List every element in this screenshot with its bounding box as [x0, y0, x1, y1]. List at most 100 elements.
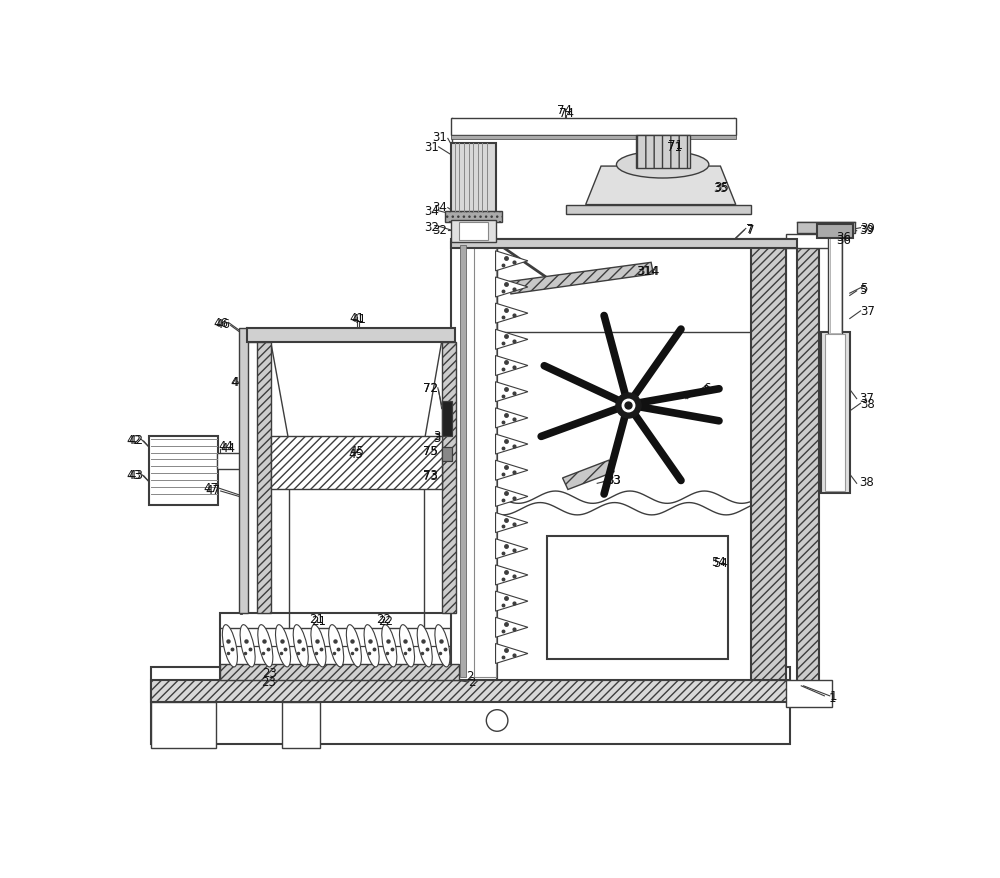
Bar: [459, 222, 488, 241]
Text: 22: 22: [378, 615, 393, 627]
Text: 42: 42: [126, 434, 141, 446]
Polygon shape: [496, 382, 528, 402]
Ellipse shape: [616, 152, 709, 179]
Ellipse shape: [382, 625, 397, 667]
Bar: [151, 680, 790, 702]
Polygon shape: [563, 461, 614, 490]
Text: 73: 73: [423, 470, 438, 483]
Polygon shape: [496, 592, 528, 611]
Text: 32: 32: [424, 220, 439, 234]
Bar: [820, 332, 850, 493]
Text: 71: 71: [668, 139, 683, 152]
Text: 3: 3: [433, 431, 440, 444]
Text: 34: 34: [424, 205, 439, 218]
Text: 314: 314: [636, 264, 658, 277]
Polygon shape: [496, 539, 528, 559]
Bar: [151, 702, 216, 748]
Polygon shape: [496, 644, 528, 664]
Text: 31: 31: [432, 131, 447, 144]
Text: 32: 32: [432, 224, 447, 237]
Text: 35: 35: [714, 180, 729, 193]
Ellipse shape: [329, 625, 344, 667]
Text: 6: 6: [701, 384, 709, 397]
Polygon shape: [509, 263, 653, 294]
Text: 38: 38: [861, 397, 875, 410]
Ellipse shape: [400, 625, 415, 667]
Text: 6: 6: [703, 382, 710, 395]
Bar: [282, 702, 320, 748]
Text: 54: 54: [713, 557, 728, 570]
Text: 75: 75: [423, 445, 438, 458]
Bar: [797, 240, 819, 705]
Text: 36: 36: [836, 234, 851, 247]
Bar: [497, 240, 751, 332]
Text: 43: 43: [128, 468, 143, 481]
Polygon shape: [496, 304, 528, 324]
Text: 46: 46: [215, 318, 230, 331]
Text: 36: 36: [836, 231, 851, 244]
Circle shape: [486, 710, 508, 731]
Bar: [825, 335, 845, 492]
Bar: [451, 220, 496, 242]
Ellipse shape: [311, 625, 326, 667]
Bar: [451, 144, 496, 213]
Polygon shape: [496, 565, 528, 586]
Text: 37: 37: [859, 391, 874, 404]
Bar: [751, 240, 786, 680]
Polygon shape: [496, 435, 528, 455]
Bar: [786, 680, 832, 708]
Text: 33: 33: [606, 473, 621, 486]
Text: 5: 5: [859, 284, 866, 297]
Polygon shape: [496, 461, 528, 480]
Text: 7: 7: [747, 224, 755, 237]
Polygon shape: [496, 486, 528, 507]
Text: 44: 44: [220, 441, 235, 454]
Text: 45: 45: [350, 445, 364, 458]
Text: 3: 3: [434, 429, 441, 443]
Bar: [257, 342, 271, 613]
Text: 74: 74: [557, 104, 572, 117]
Bar: [547, 536, 728, 659]
Text: 34: 34: [432, 200, 447, 213]
Ellipse shape: [417, 625, 432, 667]
Ellipse shape: [258, 625, 273, 667]
Ellipse shape: [364, 625, 379, 667]
Bar: [786, 234, 832, 248]
Text: 54: 54: [711, 555, 726, 568]
Text: 4: 4: [232, 376, 239, 389]
Text: 71: 71: [666, 141, 682, 155]
Bar: [247, 328, 455, 342]
Bar: [797, 223, 855, 234]
Bar: [497, 240, 786, 680]
Bar: [442, 342, 456, 613]
Text: 39: 39: [859, 224, 874, 236]
Bar: [451, 119, 736, 136]
Text: 75: 75: [423, 445, 438, 458]
Ellipse shape: [222, 625, 237, 667]
Text: 38: 38: [859, 476, 874, 489]
Text: 41: 41: [351, 313, 366, 326]
Text: 45: 45: [348, 447, 363, 460]
Ellipse shape: [346, 625, 361, 667]
Text: 314: 314: [637, 264, 660, 277]
Text: 23: 23: [263, 666, 277, 680]
Bar: [451, 136, 736, 140]
Text: 73: 73: [423, 468, 438, 481]
Ellipse shape: [293, 625, 308, 667]
Bar: [817, 225, 853, 239]
Bar: [239, 328, 248, 613]
Bar: [460, 245, 466, 678]
Text: 41: 41: [349, 311, 364, 324]
Ellipse shape: [435, 625, 450, 667]
Bar: [442, 401, 452, 436]
Text: 72: 72: [423, 382, 438, 395]
Bar: [830, 238, 841, 334]
Bar: [451, 242, 497, 680]
Polygon shape: [496, 330, 528, 350]
Text: 44: 44: [218, 440, 233, 452]
Text: 2: 2: [466, 670, 474, 682]
Polygon shape: [496, 408, 528, 428]
Text: 23: 23: [261, 676, 276, 688]
Text: 5: 5: [861, 282, 868, 295]
Bar: [149, 436, 218, 506]
